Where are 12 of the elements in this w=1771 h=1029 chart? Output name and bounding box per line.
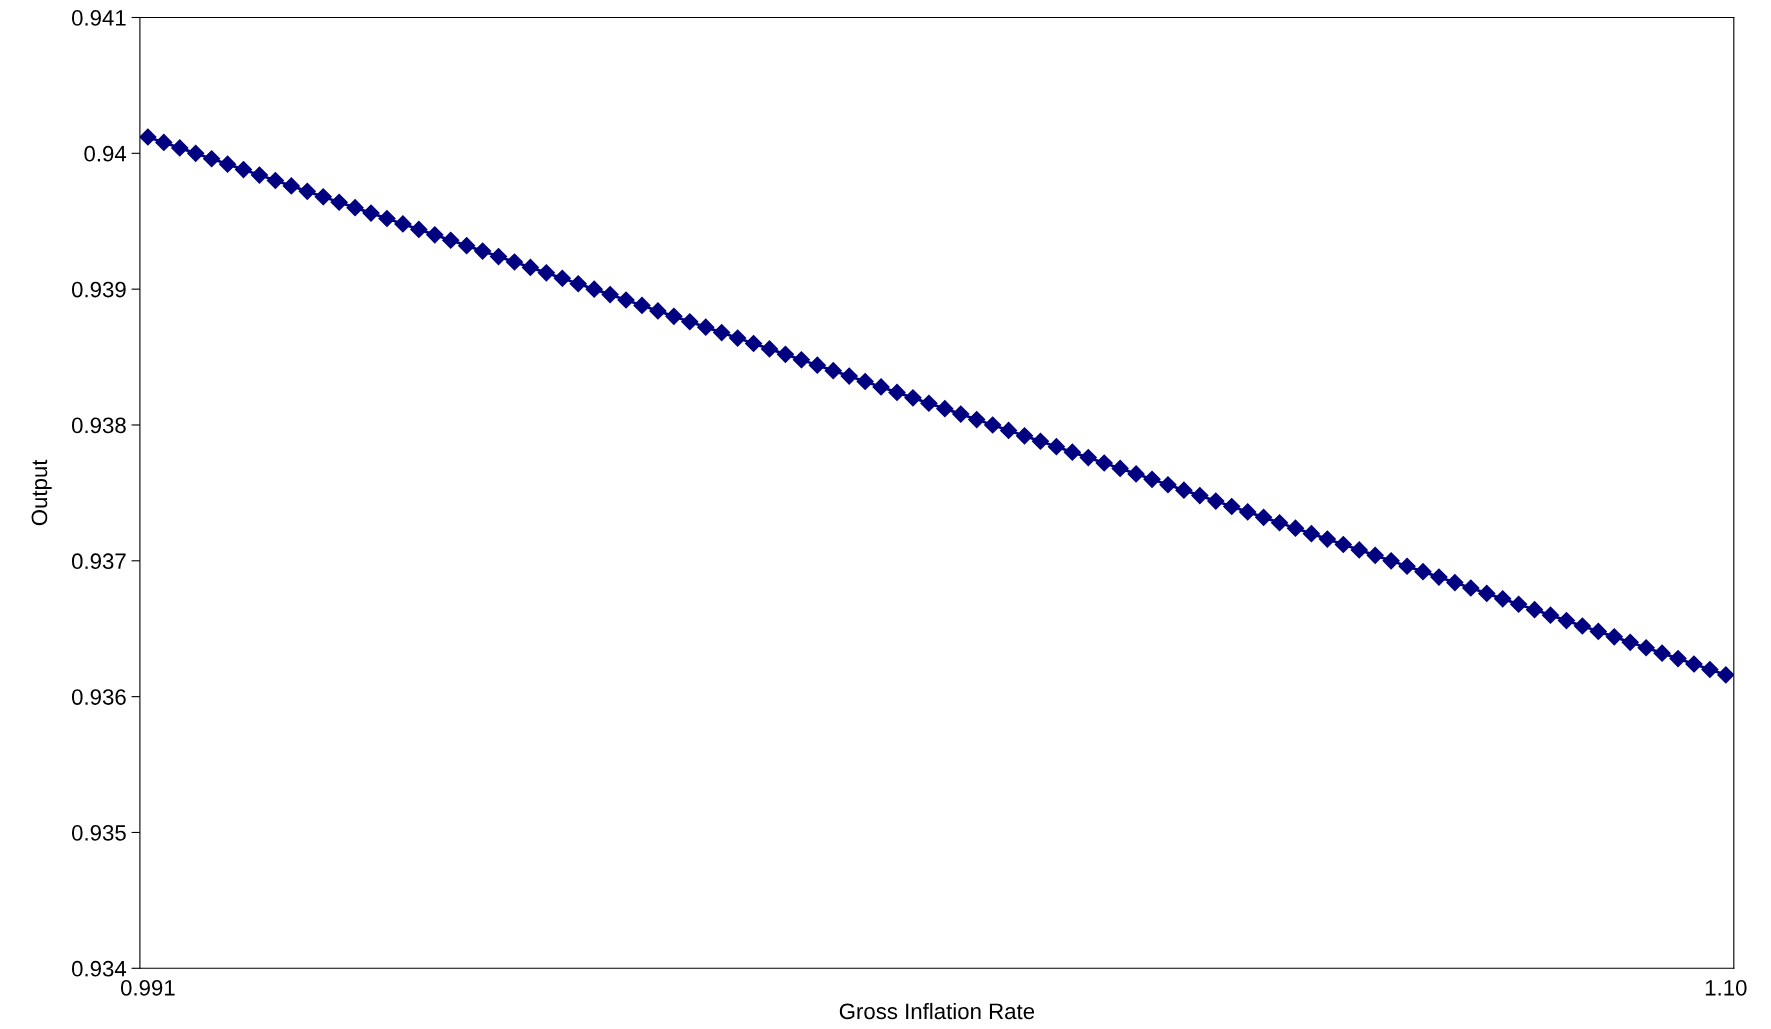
x-axis-title: Gross Inflation Rate (839, 1002, 1035, 1020)
y-axis-title: Output (31, 459, 52, 526)
y-tick-label: 0.934 (71, 960, 127, 977)
y-tick-label: 0.935 (71, 825, 126, 841)
y-tick-label: 0.938 (71, 417, 126, 434)
x-tick-label: 1.10 (1705, 979, 1747, 996)
y-tick-label: 0.94 (84, 145, 127, 162)
y-tick-label: 0.941 (71, 10, 126, 26)
x-tick-label: 0.991 (120, 979, 175, 996)
y-tick-label: 0.937 (71, 553, 126, 570)
y-tick-label: 0.939 (71, 281, 126, 298)
y-tick-label: 0.936 (71, 689, 126, 705)
